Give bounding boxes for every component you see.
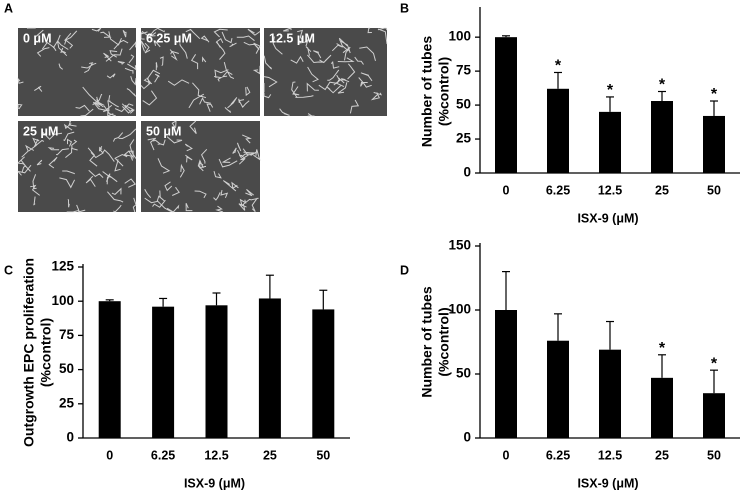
y-axis-label: (%control) — [436, 57, 452, 126]
panel-label: D — [400, 263, 409, 277]
x-tick-label: 25 — [655, 448, 669, 462]
panel-label: B — [400, 1, 409, 15]
x-tick-label: 12.5 — [598, 183, 622, 197]
x-tick-label: 0 — [106, 448, 113, 462]
y-axis-label: Number of tubes — [419, 286, 435, 397]
bar — [205, 305, 228, 438]
micrograph — [141, 121, 260, 212]
x-tick-label: 50 — [707, 183, 721, 197]
panel-label: C — [4, 263, 13, 277]
y-tick-label: 100 — [448, 302, 471, 317]
bar — [651, 377, 673, 438]
micrograph-grid: 0 μM 6.25 μM 12.5 μM 25 μM 50 μM — [16, 27, 388, 213]
x-tick-label: 0 — [503, 183, 510, 197]
y-tick-label: 25 — [456, 131, 472, 146]
micrograph — [18, 28, 136, 116]
y-tick-label: 25 — [59, 395, 75, 410]
x-axis-label: ISX-9 (μM) — [577, 476, 638, 490]
y-tick-label: 50 — [59, 361, 74, 376]
y-tick-label: 75 — [59, 327, 75, 342]
x-axis-label: ISX-9 (μM) — [184, 476, 245, 490]
y-tick-label: 0 — [463, 165, 471, 180]
bar — [703, 393, 725, 438]
x-tick-label: 6.25 — [546, 183, 570, 197]
bar — [599, 349, 621, 438]
cell-network — [144, 120, 262, 213]
significance-marker: * — [711, 86, 718, 103]
cell-network — [17, 27, 137, 117]
x-tick-label: 12.5 — [598, 448, 622, 462]
significance-marker: * — [659, 340, 666, 357]
image-label: 50 μM — [146, 124, 181, 138]
cell-network — [263, 27, 388, 117]
bar — [599, 111, 621, 173]
y-tick-label: 0 — [66, 430, 74, 445]
y-tick-label: 0 — [463, 430, 471, 445]
bar — [312, 309, 335, 438]
panel-label: A — [4, 1, 13, 15]
y-tick-label: 100 — [51, 293, 74, 308]
y-tick-label: 75 — [456, 63, 472, 78]
y-tick-label: 150 — [448, 238, 471, 253]
cell-network — [16, 120, 137, 213]
bar — [98, 301, 121, 438]
y-axis-label: (%control) — [436, 307, 452, 376]
x-tick-label: 12.5 — [204, 448, 228, 462]
y-axis-label: Outgrowth EPC proliferation — [21, 258, 37, 447]
bar — [703, 115, 725, 173]
y-tick-label: 125 — [51, 259, 74, 274]
significance-marker: * — [659, 77, 666, 94]
y-axis-label: Number of tubes — [419, 36, 435, 147]
significance-marker: * — [711, 355, 718, 372]
x-tick-label: 6.25 — [151, 448, 175, 462]
bar — [547, 340, 569, 438]
cell-network — [140, 27, 261, 113]
x-tick-label: 25 — [655, 183, 669, 197]
bar — [547, 88, 569, 173]
y-tick-label: 100 — [448, 29, 471, 44]
bar — [152, 306, 175, 438]
x-tick-label: 0 — [503, 448, 510, 462]
bar — [495, 310, 517, 438]
significance-marker: * — [555, 58, 562, 75]
bar — [651, 101, 673, 173]
bar — [495, 37, 517, 173]
image-label: 25 μM — [23, 124, 58, 138]
y-axis-label: (%control) — [38, 318, 54, 387]
image-label: 0 μM — [23, 31, 52, 45]
x-axis-label: ISX-9 (μM) — [577, 211, 638, 225]
y-tick-label: 50 — [456, 366, 471, 381]
image-label: 12.5 μM — [269, 31, 315, 45]
image-label: 6.25 μM — [146, 31, 192, 45]
x-tick-label: 50 — [316, 448, 330, 462]
micrograph — [264, 28, 387, 116]
bar — [258, 298, 281, 438]
x-tick-label: 6.25 — [546, 448, 570, 462]
x-tick-label: 25 — [263, 448, 277, 462]
y-tick-label: 50 — [456, 97, 471, 112]
significance-marker: * — [607, 82, 614, 99]
x-tick-label: 50 — [707, 448, 721, 462]
